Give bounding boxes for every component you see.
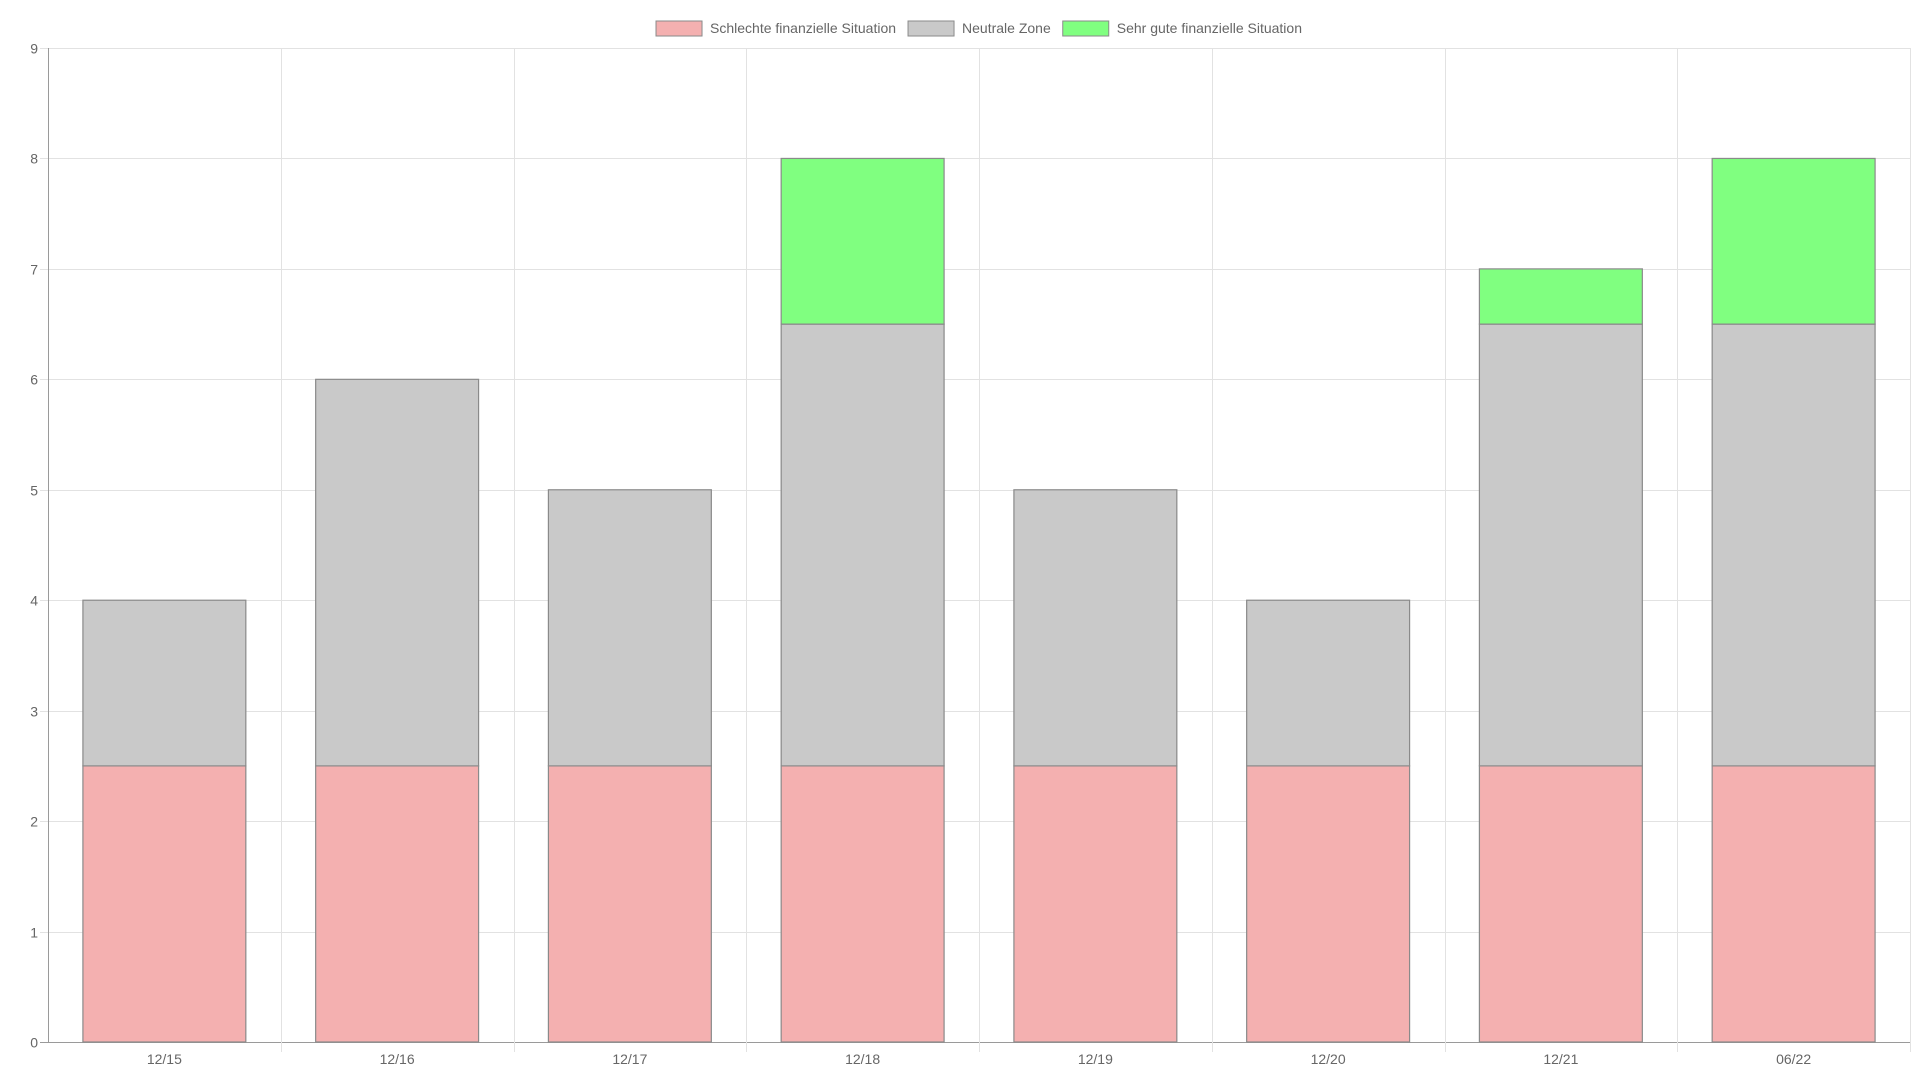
bar-segment: [1478, 765, 1643, 1043]
legend-label: Sehr gute finanzielle Situation: [1117, 20, 1302, 36]
y-tick-label: 3: [30, 704, 38, 720]
x-tick-label: 12/16: [380, 1051, 415, 1067]
y-tick-label: 0: [30, 1035, 38, 1051]
y-tick-label: 4: [30, 593, 38, 609]
x-tick-label: 12/20: [1311, 1051, 1346, 1067]
legend-swatch: [655, 20, 703, 37]
bar-segment: [1246, 599, 1411, 767]
axes: 0 1 2 3 4 5 6 7 8 9 12/15 12/16 12/17 12/18 12/19 12/20…: [30, 41, 1811, 1068]
y-tick-label: 9: [30, 41, 38, 57]
legend-label: Neutrale Zone: [962, 20, 1051, 36]
y-tick-label: 5: [30, 483, 38, 499]
y-tick-label: 6: [30, 372, 38, 388]
x-tick-label: 12/21: [1543, 1051, 1578, 1067]
bar-segment: [780, 323, 945, 767]
legend-swatch: [907, 20, 955, 37]
y-tick-label: 7: [30, 262, 38, 278]
bars: [82, 157, 1876, 1043]
bar-segment: [1711, 157, 1876, 325]
bar-segment: [82, 765, 247, 1043]
bar-segment: [1013, 765, 1178, 1043]
bar-segment: [1711, 765, 1876, 1043]
legend-item[interactable]: Sehr gute finanzielle Situation: [1062, 20, 1302, 37]
bar-segment: [1711, 323, 1876, 767]
x-tick-label: 12/19: [1078, 1051, 1113, 1067]
bar-segment: [1478, 268, 1643, 325]
y-tick-label: 8: [30, 151, 38, 167]
bar-segment: [780, 157, 945, 325]
bar-segment: [547, 765, 712, 1043]
bar-segment: [315, 765, 480, 1043]
y-tick-label: 1: [30, 925, 38, 941]
x-tick-label: 06/22: [1776, 1051, 1811, 1067]
y-tick-label: 2: [30, 814, 38, 830]
bar-segment: [315, 378, 480, 767]
legend-label: Schlechte finanzielle Situation: [710, 20, 896, 36]
legend: Schlechte finanzielle Situation Neutrale …: [655, 20, 1302, 37]
bar-segment: [1013, 489, 1178, 767]
bar-segment: [547, 489, 712, 767]
bar-segment: [780, 765, 945, 1043]
x-tick-label: 12/18: [845, 1051, 880, 1067]
bar-segment: [1246, 765, 1411, 1043]
legend-swatch: [1062, 20, 1110, 37]
bar-segment: [82, 599, 247, 767]
bar-segment: [1478, 323, 1643, 767]
x-tick-label: 12/15: [147, 1051, 182, 1067]
x-tick-label: 12/17: [612, 1051, 647, 1067]
legend-item[interactable]: Neutrale Zone: [907, 20, 1051, 37]
legend-item[interactable]: Schlechte finanzielle Situation: [655, 20, 896, 37]
